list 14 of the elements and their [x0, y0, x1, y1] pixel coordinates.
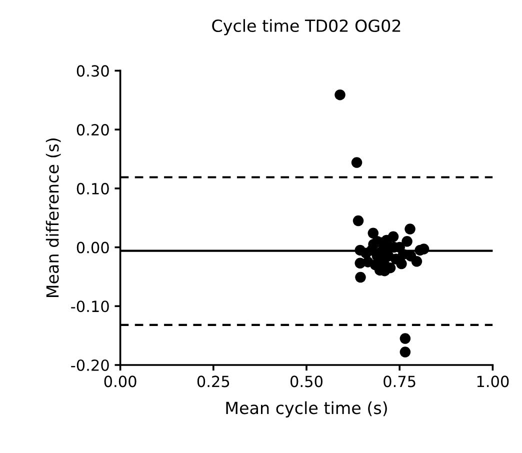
- y-tick-label: 0.30: [76, 65, 109, 77]
- y-tick-label: 0.20: [76, 124, 109, 136]
- x-axis-title: Mean cycle time (s): [226, 401, 387, 418]
- x-tick-label: 1.00: [477, 376, 509, 388]
- x-tick-label: 0.25: [197, 376, 230, 388]
- x-tick-label: 0.75: [384, 376, 416, 388]
- y-axis-title: Mean difference (s): [46, 138, 61, 298]
- y-tick-label: -0.20: [71, 359, 109, 372]
- x-tick-label: 0.50: [290, 376, 322, 388]
- x-tick-label: 0.00: [104, 376, 136, 388]
- y-tick-label: 0.10: [76, 182, 109, 194]
- y-tick-label: 0.00: [76, 242, 109, 254]
- y-tick-label: -0.10: [71, 300, 109, 312]
- chart-title: Cycle time TD02 OG02: [212, 19, 400, 36]
